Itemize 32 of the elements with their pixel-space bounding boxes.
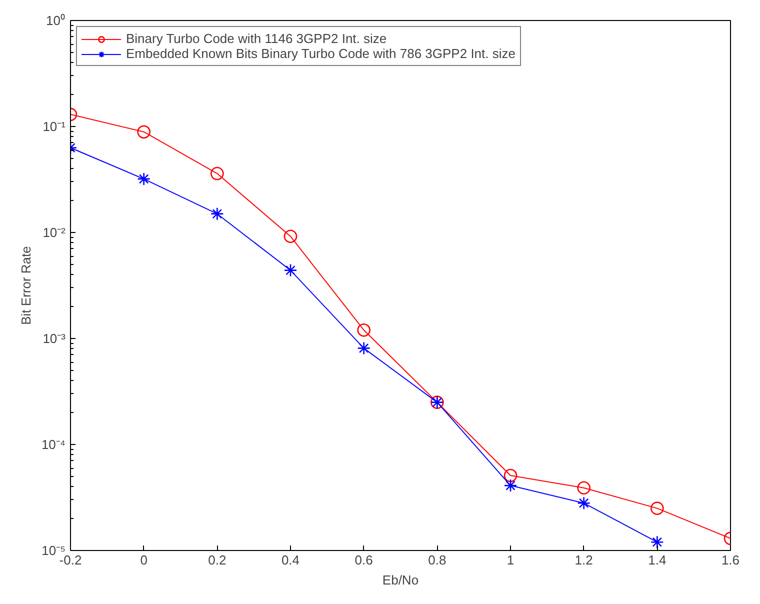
y-tick-label: 10⁻²: [42, 225, 66, 240]
point: [504, 478, 518, 492]
point: [577, 496, 590, 510]
x-tick-label: 0.8: [428, 552, 446, 568]
point: [504, 468, 518, 482]
point: [137, 172, 150, 186]
x-tick-label: 1.2: [574, 552, 593, 568]
x-tick-label: 0.2: [208, 552, 226, 568]
legend-label: Binary Turbo Code with 1146 3GPP2 Int. size: [126, 31, 387, 46]
point: [210, 207, 224, 220]
point: [650, 535, 664, 549]
x-tick-label: 0.6: [354, 552, 373, 568]
x-tick-label: 1.4: [648, 552, 666, 568]
x-tick-label: 0: [140, 552, 148, 568]
point: [650, 502, 664, 515]
point: [284, 230, 298, 243]
x-axis-title: Eb/No: [382, 572, 419, 588]
x-tick-label: 1: [506, 552, 514, 568]
y-tick-label: 10⁻³: [42, 331, 66, 346]
point: [210, 166, 224, 180]
point: [357, 323, 370, 337]
x-tick-label: 1.6: [721, 552, 740, 568]
x-tick-label: 0.4: [281, 552, 300, 568]
point: [357, 342, 370, 355]
point: [577, 481, 590, 494]
point: [284, 264, 298, 277]
legend-label: Embedded Known Bits Binary Turbo Code with 786 3GPP2 Int. size: [126, 46, 516, 61]
y-tick-label: 10⁻⁴: [41, 437, 66, 452]
y-tick-label: 10⁻¹: [42, 119, 66, 134]
y-axis-title: Bit Error Rate: [18, 246, 34, 325]
point: [137, 125, 150, 139]
y-tick-label: 10⁰: [46, 13, 66, 28]
